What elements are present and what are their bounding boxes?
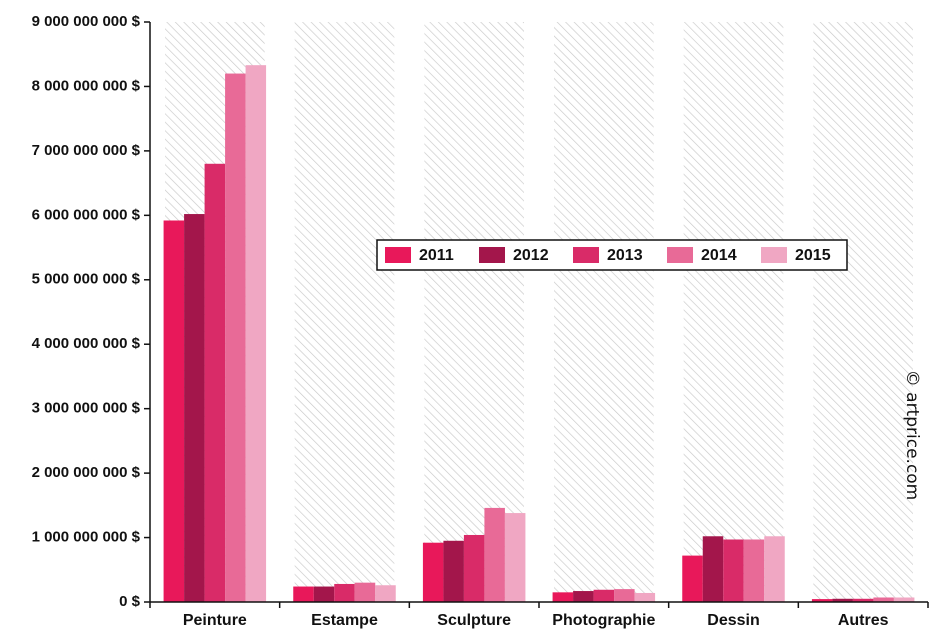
- axis-labels: 0 $ 1 000 000 000 $ 2 000 000 000 $ 3 000 0…: [32, 13, 889, 629]
- bar: [334, 583, 355, 602]
- watermark-text: © artprice.com: [902, 370, 922, 501]
- y-tick-label: 8 000 000 000 $: [32, 77, 141, 94]
- legend: 2011 2012 2013 2014 2015: [376, 239, 848, 271]
- bar: [852, 598, 874, 602]
- legend-swatch: [573, 247, 599, 263]
- background-column: [294, 22, 395, 602]
- bar: [723, 539, 744, 602]
- bar: [873, 597, 894, 602]
- bar: [764, 536, 785, 602]
- y-tick-label: 6 000 000 000 $: [32, 206, 141, 223]
- bar: [204, 163, 226, 602]
- legend-swatch: [667, 247, 693, 263]
- y-tick-label: 9 000 000 000 $: [32, 13, 141, 30]
- y-tick-label: 1 000 000 000 $: [32, 529, 141, 546]
- bar: [614, 589, 635, 602]
- legend-swatch: [761, 247, 787, 263]
- bar: [682, 555, 703, 602]
- x-category-label: Autres: [838, 612, 889, 629]
- y-tick-label: 5 000 000 000 $: [32, 271, 141, 288]
- legend-swatch: [385, 247, 411, 263]
- axes: [144, 21, 929, 608]
- bar: [573, 591, 594, 602]
- bar: [225, 73, 246, 603]
- bar: [484, 507, 505, 602]
- x-category-label: Estampe: [311, 612, 378, 629]
- bar: [811, 599, 833, 602]
- bar: [504, 513, 526, 602]
- bar: [463, 534, 485, 602]
- bar: [593, 589, 615, 602]
- x-category-label: Peinture: [183, 612, 247, 629]
- bar: [422, 542, 444, 602]
- y-tick-label: 2 000 000 000 $: [32, 464, 141, 481]
- x-category-label: Photographie: [552, 612, 655, 629]
- bar: [293, 586, 314, 602]
- bar: [702, 536, 724, 602]
- x-category-label: Dessin: [707, 612, 759, 629]
- bar: [163, 220, 185, 602]
- legend-label: 2015: [795, 247, 831, 264]
- bar: [184, 214, 205, 603]
- bar: [375, 585, 396, 602]
- hatched-background: [165, 22, 913, 602]
- bar: [893, 597, 915, 602]
- legend-label: 2012: [513, 247, 549, 264]
- x-category-label: Sculpture: [437, 612, 511, 629]
- y-tick-label: 7 000 000 000 $: [32, 142, 141, 159]
- bar: [245, 65, 267, 602]
- legend-label: 2013: [607, 247, 643, 264]
- background-column: [813, 22, 913, 602]
- y-tick-label: 0 $: [119, 593, 141, 610]
- legend-label: 2014: [701, 247, 737, 264]
- legend-label: 2011: [419, 247, 454, 264]
- bar: [443, 540, 464, 602]
- y-tick-label: 3 000 000 000 $: [32, 400, 141, 417]
- bar: [743, 539, 765, 602]
- bar: [634, 592, 656, 602]
- bar: [313, 586, 335, 602]
- background-column: [424, 22, 524, 602]
- bar: [832, 598, 853, 602]
- bar: [354, 582, 376, 602]
- legend-swatch: [479, 247, 505, 263]
- y-tick-label: 4 000 000 000 $: [32, 335, 141, 352]
- bars: [163, 65, 915, 603]
- background-column: [683, 22, 784, 602]
- background-column: [554, 22, 654, 602]
- bar: [552, 592, 574, 602]
